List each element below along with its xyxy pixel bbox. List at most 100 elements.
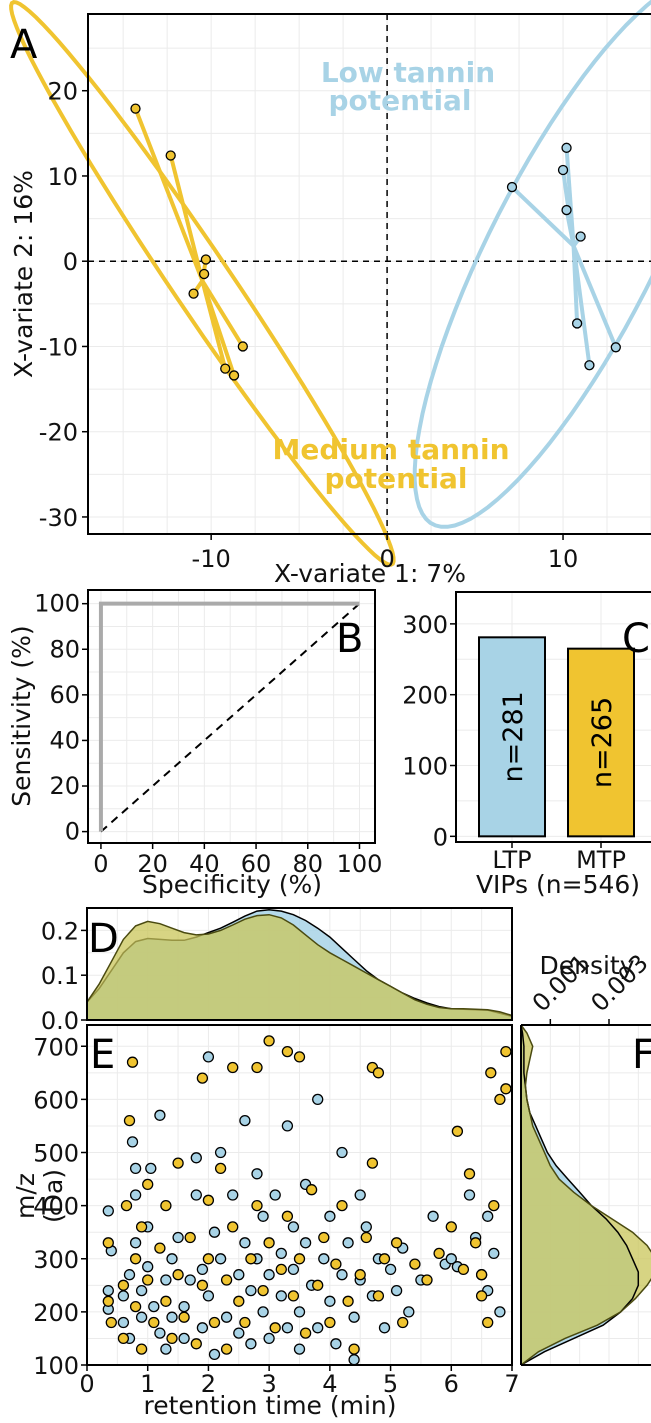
vip-point-mtp xyxy=(469,1237,482,1249)
bar-mtp xyxy=(567,647,635,838)
vip-point-ltp xyxy=(403,1306,415,1318)
vip-point-ltp xyxy=(166,1253,178,1265)
star-segment xyxy=(200,279,245,348)
sample-point xyxy=(237,341,248,352)
vip-point-ltp xyxy=(202,1290,215,1302)
vip-point-ltp xyxy=(123,1269,136,1281)
density-curve-mtp xyxy=(520,1024,651,1366)
vip-point-mtp xyxy=(445,1221,457,1233)
y-tick-label: 20 xyxy=(47,78,78,106)
y-axis-label: X-variate 2: 16% xyxy=(9,170,38,378)
vip-point-ltp xyxy=(312,1322,324,1334)
sample-point xyxy=(200,254,212,265)
vip-point-ltp xyxy=(482,1210,494,1222)
vip-point-mtp xyxy=(117,1279,130,1291)
y-tick-label: 20 xyxy=(49,772,80,800)
y-tick-label: 200 xyxy=(33,1299,79,1327)
vip-point-ltp xyxy=(275,1290,287,1302)
vip-point-mtp xyxy=(378,1253,391,1265)
sample-point xyxy=(561,204,572,216)
vip-point-mtp xyxy=(184,1231,196,1244)
vip-point-ltp xyxy=(293,1343,306,1355)
x-tick-label: 7 xyxy=(504,1370,519,1398)
density-curve-mtp xyxy=(86,913,513,1017)
vip-point-ltp xyxy=(202,1051,215,1063)
y-tick-label: 60 xyxy=(49,681,80,709)
panel-b: 00 20 20 40 40 60 60 80 80 100 100 Specificity (%) S… xyxy=(7,589,382,899)
sample-point xyxy=(561,142,572,153)
y-tick-label: 0.2 xyxy=(41,917,79,945)
y-tick-label: 80 xyxy=(49,635,80,663)
vip-point-ltp xyxy=(287,1221,300,1233)
confidence-ellipse-mtp xyxy=(9,0,396,567)
x-tick-label: 0 xyxy=(379,545,394,573)
panel-label-b: B xyxy=(336,616,363,662)
vip-point-mtp xyxy=(281,1045,294,1058)
sample-point xyxy=(557,164,569,176)
y-tick-label: 600 xyxy=(33,1086,79,1114)
vip-point-mtp xyxy=(160,1295,172,1307)
vip-point-ltp xyxy=(245,1338,257,1350)
star-segment xyxy=(510,185,575,248)
panel-label-e: E xyxy=(90,1032,115,1078)
vip-point-mtp xyxy=(275,1263,287,1276)
vip-point-ltp xyxy=(117,1316,130,1329)
x-tick-label: 3 xyxy=(262,1370,277,1398)
y-tick-label: 0 xyxy=(63,248,78,276)
vip-point-ltp xyxy=(378,1322,391,1334)
vip-point-ltp xyxy=(148,1300,160,1313)
x-axis-label: Density xyxy=(539,951,634,980)
star-segment xyxy=(571,245,592,366)
vip-point-ltp xyxy=(129,1237,142,1249)
annotation-ltp-line1: Low tannin xyxy=(321,56,495,89)
vip-point-mtp xyxy=(372,1290,385,1302)
chance-diagonal xyxy=(100,602,361,833)
vip-point-mtp xyxy=(494,1093,506,1106)
vip-point-mtp xyxy=(482,1316,494,1329)
vip-point-ltp xyxy=(129,1189,142,1201)
y-tick-label: 0 xyxy=(65,818,80,846)
vip-point-ltp xyxy=(190,1152,202,1164)
vip-point-mtp xyxy=(117,1332,130,1345)
y-tick-label: 300 xyxy=(402,611,448,639)
y-tick-label: 100 xyxy=(34,590,80,618)
vip-point-mtp xyxy=(299,1327,312,1339)
y-tick-label: -30 xyxy=(39,504,78,532)
annotation-ltp-line2: potential xyxy=(328,84,471,117)
sample-point xyxy=(220,363,231,374)
panel-c: n=281 LTP n=265 MTP 0 100 200 300 VIPs (n=546) C xyxy=(402,591,651,899)
x-tick-label: MTP xyxy=(576,846,626,874)
y-tick-label: 300 xyxy=(33,1246,79,1274)
vip-point-ltp xyxy=(245,1284,257,1297)
annotation-mtp-line2: potential xyxy=(324,462,467,495)
annotation-mtp-line1: Medium tannin xyxy=(272,433,509,466)
vip-point-ltp xyxy=(172,1231,184,1244)
vip-point-mtp xyxy=(269,1322,281,1334)
plot-frame xyxy=(87,13,651,535)
vip-point-mtp xyxy=(360,1231,372,1244)
y-tick-label: -20 xyxy=(39,419,78,447)
panel-a: -10 0 10 -30 -20 -10 0 10 20 X-variate 1: 7% X-var… xyxy=(9,0,651,588)
star-segment xyxy=(168,155,205,282)
vip-point-ltp xyxy=(102,1205,114,1217)
vip-point-ltp xyxy=(257,1306,269,1318)
vip-point-mtp xyxy=(263,1035,275,1047)
x-axis-label: retention time (min) xyxy=(143,1391,396,1420)
sample-point xyxy=(506,181,518,193)
y-axis-label-line1: m/z xyxy=(11,1173,40,1219)
star-segment xyxy=(564,147,576,247)
vip-point-ltp xyxy=(214,1253,227,1265)
x-tick-label: 10 xyxy=(548,545,579,573)
vip-point-mtp xyxy=(148,1316,160,1329)
x-tick-label: 6 xyxy=(444,1370,459,1398)
vip-point-mtp xyxy=(102,1295,114,1307)
vip-point-ltp xyxy=(208,1348,221,1361)
x-tick-label: -10 xyxy=(192,545,231,573)
vip-point-mtp xyxy=(102,1237,114,1249)
bar-ltp xyxy=(478,636,546,838)
panel-label-f: F xyxy=(632,1032,651,1078)
vip-point-ltp xyxy=(324,1210,336,1222)
vip-point-mtp xyxy=(142,1178,154,1191)
vip-point-mtp xyxy=(257,1284,269,1297)
vip-point-mtp xyxy=(120,1199,133,1212)
